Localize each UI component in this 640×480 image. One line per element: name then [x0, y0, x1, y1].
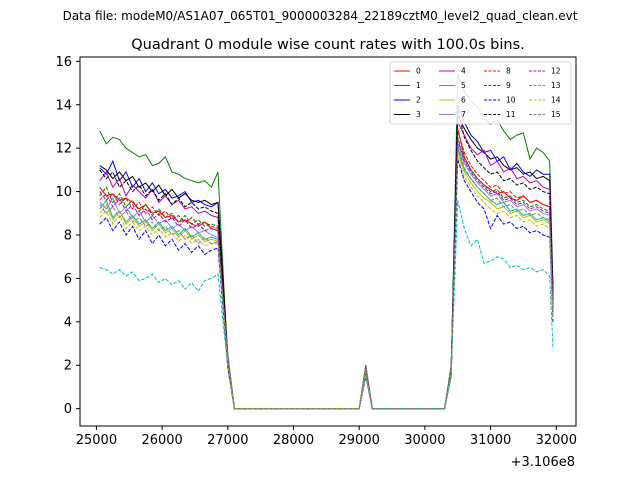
y-axis: 0 2 4 6 8 10 12 14 16 — [55, 55, 80, 417]
series-layer — [99, 74, 554, 410]
series-line-14 — [99, 156, 554, 410]
x-tick-label: 31000 — [470, 433, 511, 448]
x-tick-label: 30000 — [404, 433, 445, 448]
y-tick-label: 10 — [55, 185, 72, 200]
y-tick-label: 4 — [64, 315, 72, 330]
legend-label-10: 10 — [506, 96, 516, 105]
legend-label-2: 2 — [416, 96, 421, 105]
y-tick-label: 8 — [64, 228, 72, 243]
y-tick-label: 2 — [64, 359, 72, 374]
chart-title: Quadrant 0 module wise count rates with … — [131, 37, 525, 53]
series-line-9 — [99, 137, 554, 410]
figure-suptitle: Data file: modeM0/AS1A07_065T01_90000032… — [63, 9, 578, 23]
y-tick-label: 0 — [64, 402, 72, 417]
y-tick-label: 16 — [55, 55, 72, 70]
legend-label-9: 9 — [506, 81, 511, 90]
plot-frame — [79, 56, 577, 427]
legend-label-14: 14 — [551, 96, 561, 105]
x-tick-label: 28000 — [273, 433, 314, 448]
series-line-13 — [99, 200, 554, 410]
legend-label-0: 0 — [416, 67, 421, 76]
legend-label-15: 15 — [551, 110, 561, 119]
legend-box — [389, 61, 572, 125]
legend-label-11: 11 — [506, 110, 516, 119]
x-axis: 25000 26000 27000 28000 29000 30000 31000 32000 — [76, 426, 577, 448]
y-tick-label: 6 — [64, 272, 72, 287]
legend-label-5: 5 — [461, 81, 466, 90]
x-tick-label: 26000 — [141, 433, 182, 448]
x-tick-label: 27000 — [207, 433, 248, 448]
y-tick-label: 14 — [55, 98, 72, 113]
x-tick-label: 25000 — [76, 433, 117, 448]
legend-label-7: 7 — [461, 110, 466, 119]
x-axis-offset-label: +3.106e8 — [511, 455, 575, 470]
legend-label-13: 13 — [551, 81, 561, 90]
legend-label-12: 12 — [551, 67, 561, 76]
legend-label-6: 6 — [461, 96, 466, 105]
legend-label-1: 1 — [416, 81, 421, 90]
y-tick-label: 12 — [55, 142, 72, 157]
legend-label-3: 3 — [416, 110, 421, 119]
x-tick-label: 29000 — [339, 433, 380, 448]
series-line-15 — [99, 145, 554, 410]
legend-label-8: 8 — [506, 67, 511, 76]
legend-label-4: 4 — [461, 67, 466, 76]
x-tick-label: 32000 — [536, 433, 577, 448]
